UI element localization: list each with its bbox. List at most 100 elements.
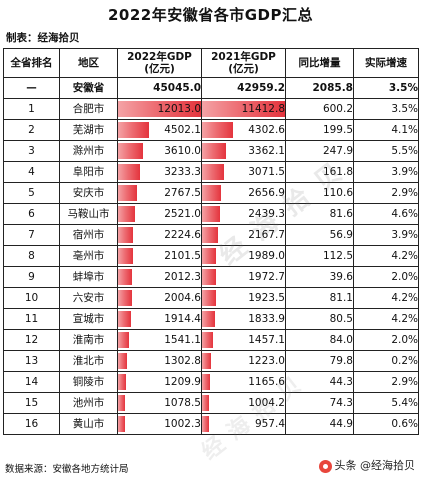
row-growth: 2.9% — [353, 182, 419, 204]
table-row: 5 安庆市 2767.5 2656.9 110.6 2.9% — [3, 182, 419, 204]
gdp-2021-bar — [202, 353, 211, 369]
gdp-2021-bar — [202, 101, 285, 117]
gdp-2022-value: 4502.1 — [164, 124, 201, 136]
gdp-2021-value: 1004.2 — [248, 397, 285, 409]
table-row: 13 淮北市 1302.8 1223.0 79.8 0.2% — [3, 350, 419, 372]
row-growth: 3.5% — [353, 98, 419, 120]
table-row: 2 芜湖市 4502.1 4302.6 199.5 4.1% — [3, 119, 419, 141]
row-region: 合肥市 — [59, 98, 118, 120]
gdp-2022-value: 2224.6 — [164, 229, 201, 241]
row-gdp-2021: 1457.1 — [201, 329, 286, 351]
row-region: 安庆市 — [59, 182, 118, 204]
gdp-2022-value: 2521.0 — [164, 208, 201, 220]
row-gdp-2022: 2012.3 — [117, 266, 202, 288]
total-region: 安徽省 — [59, 77, 118, 99]
gdp-2021-value: 11412.8 — [241, 103, 285, 115]
total-rank: — — [3, 77, 60, 99]
row-gdp-2021: 2656.9 — [201, 182, 286, 204]
gdp-2022-bar — [118, 269, 132, 285]
row-gdp-2022: 2101.5 — [117, 245, 202, 267]
gdp-2022-value: 12013.0 — [157, 103, 201, 115]
gdp-2022-bar — [118, 206, 136, 222]
row-region: 蚌埠市 — [59, 266, 118, 288]
gdp-2022-bar — [118, 227, 134, 243]
row-rank: 4 — [3, 161, 60, 183]
row-growth: 3.9% — [353, 161, 419, 183]
row-gdp-2021: 957.4 — [201, 413, 286, 435]
row-region: 铜陵市 — [59, 371, 118, 393]
table-row: 16 黄山市 1002.3 957.4 44.9 0.6% — [3, 413, 419, 435]
row-gdp-2022: 1002.3 — [117, 413, 202, 435]
row-growth: 4.6% — [353, 203, 419, 225]
gdp-2021-value: 1972.7 — [248, 271, 285, 283]
gdp-2021-bar — [202, 395, 210, 411]
row-gdp-2022: 1209.9 — [117, 371, 202, 393]
row-increase: 39.6 — [285, 266, 354, 288]
row-gdp-2021: 1833.9 — [201, 308, 286, 330]
total-increase: 2085.8 — [285, 77, 354, 99]
total-gdp-2021: 42959.2 — [201, 77, 286, 99]
gdp-2022-bar — [118, 185, 138, 201]
row-gdp-2022: 4502.1 — [117, 119, 202, 141]
row-increase: 161.8 — [285, 161, 354, 183]
row-rank: 1 — [3, 98, 60, 120]
row-rank: 14 — [3, 371, 60, 393]
row-growth: 4.2% — [353, 308, 419, 330]
table-row: 1 合肥市 12013.0 11412.8 600.2 3.5% — [3, 98, 419, 120]
gdp-2021-bar — [202, 164, 225, 180]
row-growth: 0.2% — [353, 350, 419, 372]
gdp-2021-value: 2167.7 — [248, 229, 285, 241]
row-rank: 5 — [3, 182, 60, 204]
gdp-2021-bar — [202, 248, 217, 264]
gdp-2022-bar — [118, 164, 141, 180]
row-rank: 11 — [3, 308, 60, 330]
credit: 头条 @经海拾贝 — [318, 456, 415, 476]
gdp-2022-value: 1914.4 — [164, 313, 201, 325]
row-region: 黄山市 — [59, 413, 118, 435]
row-growth: 2.0% — [353, 266, 419, 288]
table-title: 2022年安徽省各市GDP汇总 — [107, 6, 313, 24]
gdp-2022-value: 1078.5 — [164, 397, 201, 409]
row-region: 淮南市 — [59, 329, 118, 351]
row-growth: 3.9% — [353, 224, 419, 246]
row-gdp-2021: 1989.0 — [201, 245, 286, 267]
gdp-2022-value: 2012.3 — [164, 271, 201, 283]
row-gdp-2021: 2167.7 — [201, 224, 286, 246]
row-gdp-2022: 3610.0 — [117, 140, 202, 162]
row-gdp-2021: 3071.5 — [201, 161, 286, 183]
row-increase: 84.0 — [285, 329, 354, 351]
gdp-2021-bar — [202, 143, 227, 159]
gdp-2021-bar — [202, 374, 211, 390]
row-increase: 110.6 — [285, 182, 354, 204]
gdp-2021-value: 1923.5 — [248, 292, 285, 304]
gdp-2022-value: 2004.6 — [164, 292, 201, 304]
data-source: 数据来源：安徽各地方统计局 — [5, 464, 129, 475]
table-row: 7 宿州市 2224.6 2167.7 56.9 3.9% — [3, 224, 419, 246]
gdp-2021-value: 1833.9 — [248, 313, 285, 325]
row-gdp-2021: 2439.3 — [201, 203, 286, 225]
row-region: 亳州市 — [59, 245, 118, 267]
row-region: 六安市 — [59, 287, 118, 309]
header-rank: 全省排名 — [3, 48, 60, 78]
gdp-2021-value: 4302.6 — [248, 124, 285, 136]
gdp-2021-value: 3362.1 — [248, 145, 285, 157]
row-increase: 112.5 — [285, 245, 354, 267]
header-gdp-2021-line1: 2021年GDP — [211, 51, 276, 63]
row-rank: 7 — [3, 224, 60, 246]
row-gdp-2022: 2767.5 — [117, 182, 202, 204]
total-growth: 3.5% — [353, 77, 419, 99]
row-rank: 15 — [3, 392, 60, 414]
gdp-2021-value: 957.4 — [254, 418, 285, 430]
row-increase: 74.3 — [285, 392, 354, 414]
header-gdp-2021-line2: (亿元) — [228, 63, 259, 75]
row-growth: 2.9% — [353, 371, 419, 393]
row-region: 马鞍山市 — [59, 203, 118, 225]
header-row: 全省排名 地区 2022年GDP (亿元) 2021年GDP (亿元) 同比增量… — [3, 48, 419, 78]
gdp-2021-bar — [202, 416, 209, 432]
row-region: 滁州市 — [59, 140, 118, 162]
row-region: 宣城市 — [59, 308, 118, 330]
gdp-2022-bar — [118, 122, 150, 138]
row-gdp-2022: 2224.6 — [117, 224, 202, 246]
row-rank: 6 — [3, 203, 60, 225]
row-growth: 0.6% — [353, 413, 419, 435]
